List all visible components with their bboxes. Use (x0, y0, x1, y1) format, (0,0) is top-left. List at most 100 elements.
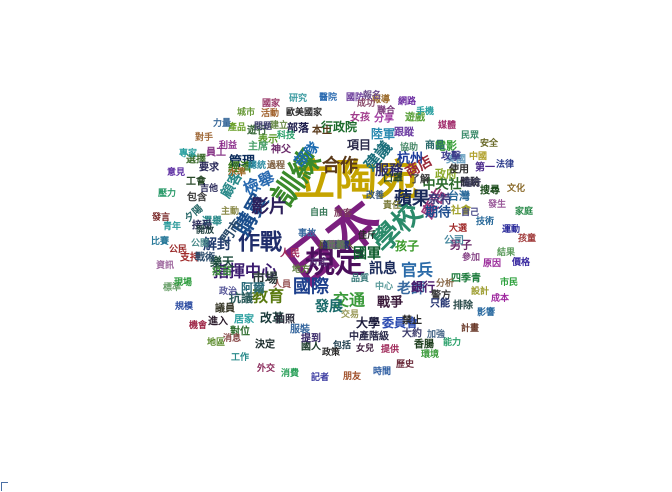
word-129: 家庭 (515, 205, 534, 217)
word-4: 作戰 (238, 231, 282, 256)
word-69: 分享 (374, 112, 394, 125)
word-148: 標準 (163, 281, 181, 293)
word-161: 報導 (372, 93, 390, 105)
word-103: 開放 (196, 224, 215, 236)
word-8: 指揮中心 (213, 262, 277, 281)
word-95: 決定 (255, 338, 275, 351)
word-119: 產品 (227, 121, 246, 133)
word-198: 事件 (327, 239, 345, 251)
word-80: 警方 (430, 289, 451, 302)
word-169: 結果 (497, 246, 516, 258)
word-196: 規劃 (327, 239, 345, 251)
word-78: 遊戲 (405, 111, 426, 124)
word-25: 市場 (252, 271, 278, 287)
word-209: 獲得 (327, 239, 345, 251)
word-14: 合作 (322, 155, 358, 177)
word-106: 事故 (298, 227, 317, 239)
word-167: 公民 (169, 244, 187, 255)
word-118: 科技 (277, 129, 296, 141)
word-134: 影響 (477, 306, 495, 318)
word-57: 政府 (435, 167, 457, 181)
word-125: 民眾 (461, 130, 479, 141)
word-101: 支持 (179, 251, 200, 264)
word-110: 神父 (271, 143, 292, 156)
word-64: 表示 (257, 133, 278, 146)
word-23: 老師 (397, 280, 425, 297)
word-16: 交通 (333, 291, 365, 310)
word-42: 抗議 (229, 290, 253, 305)
word-111: 本土 (312, 124, 332, 137)
word-21: 國軍 (353, 246, 381, 262)
word-175: 改善 (366, 189, 384, 201)
word-158: 國家 (262, 97, 281, 109)
word-197: 年輕 (327, 239, 345, 251)
word-206: 不同 (327, 240, 345, 251)
word-108: 口罩 (383, 173, 403, 185)
word-160: 國防 (346, 91, 364, 103)
word-205: 回覆 (327, 239, 346, 251)
word-2: 立陶宛 (293, 156, 419, 205)
word-195: 理由 (327, 239, 345, 251)
word-185: 成功 (357, 97, 375, 109)
word-115: 總統 (248, 159, 266, 171)
word-191: 主動 (221, 205, 239, 217)
word-172: 人員 (272, 278, 291, 290)
word-44: 委員會 (381, 315, 419, 330)
word-19: 解封 (203, 236, 231, 253)
word-200: 晚上 (327, 239, 345, 251)
word-26: 管理 (229, 154, 255, 170)
word-141: 記者 (311, 371, 329, 383)
word-154: 專家 (179, 147, 198, 159)
word-173: 中心 (375, 280, 393, 292)
word-47: 歐美國家 (286, 106, 323, 118)
word-98: 議員 (215, 302, 235, 315)
word-89: 提供 (381, 343, 399, 355)
word-179: 旅客 (334, 207, 353, 219)
word-6: 國際 (293, 276, 330, 298)
word-156: 力量 (213, 117, 231, 129)
word-68: 女孩 (350, 111, 370, 124)
word-59: 公司 (444, 235, 464, 247)
word-149: 資訊 (156, 259, 174, 271)
word-145: 地區 (207, 336, 225, 348)
word-11: 教育 (252, 287, 284, 306)
word-157: 城市 (237, 106, 255, 118)
word-65: 主席 (248, 140, 268, 153)
word-73: 第一 (475, 161, 495, 174)
word-79: 選舉 (202, 215, 223, 228)
word-193: 自己 (461, 206, 479, 218)
word-86: 中產階級 (349, 330, 389, 343)
word-102: 戰術 (195, 251, 215, 264)
word-72: 攻擊 (441, 150, 462, 163)
word-48: 部落 (287, 121, 310, 135)
word-88: 女兒 (356, 342, 374, 354)
word-10: 影片 (251, 196, 287, 218)
word-201: 處理 (327, 239, 345, 251)
word-135: 計畫 (461, 322, 479, 334)
word-52: 大選 (449, 222, 468, 234)
word-150: 比賽 (151, 235, 170, 247)
word-99: 居家 (234, 313, 255, 326)
word-140: 朋友 (342, 370, 361, 382)
word-93: 拍照 (275, 313, 295, 326)
word-122: 網路 (398, 95, 417, 107)
word-109: 了解 (410, 173, 430, 186)
word-120: 活動 (261, 107, 279, 119)
word-67: 包含 (187, 191, 208, 204)
word-76: 進行 (463, 177, 481, 189)
word-123: 手機 (416, 105, 434, 117)
word-29: 期待 (425, 205, 451, 221)
word-61: 員工 (205, 147, 226, 159)
word-49: 男子 (450, 239, 472, 252)
word-164: 技術 (476, 215, 494, 227)
word-182: 責任 (383, 199, 401, 211)
word-27: 服務 (375, 162, 404, 179)
word-174: 交易 (341, 308, 359, 320)
word-37: 銀行 (410, 279, 435, 294)
word-90: 政策 (322, 346, 341, 358)
word-20: 發展 (314, 298, 343, 315)
word-46: 樂天 (209, 254, 235, 269)
word-204: 解事處 (322, 239, 350, 251)
word-66: 工會 (186, 175, 207, 188)
